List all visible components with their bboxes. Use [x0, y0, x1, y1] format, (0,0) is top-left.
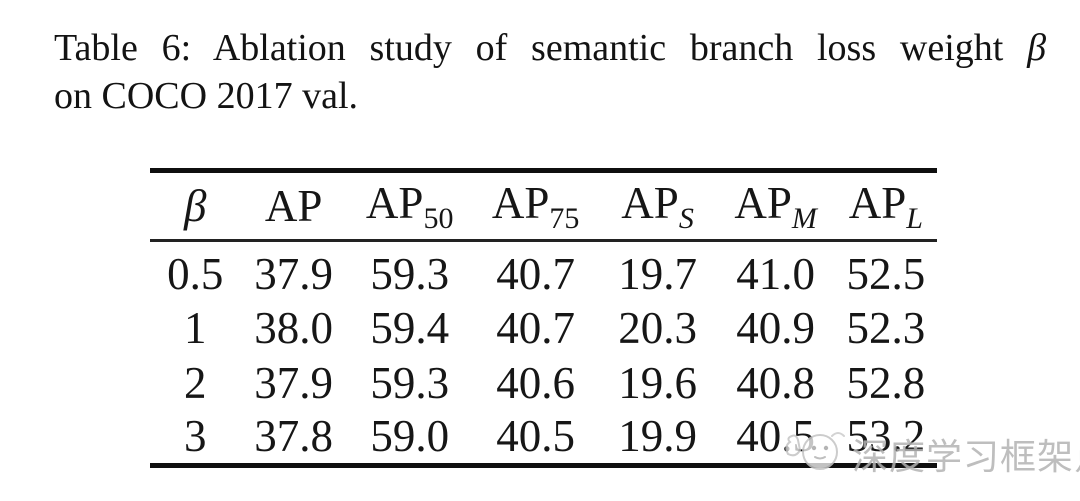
col-header-ap75: AP75	[472, 170, 599, 242]
cell-apm: 40.9	[736, 302, 815, 353]
cell-apm: 40.8	[736, 357, 815, 408]
col-header-beta: β	[150, 170, 241, 242]
col-header-aps: APS	[598, 170, 717, 242]
watermark-text: 深度学习框架点滴	[852, 436, 1080, 478]
table-row: 0.5 37.9 59.3 40.7 19.7 41.0 52.5	[150, 241, 937, 301]
table-row: 1 38.0 59.4 40.7 20.3 40.9 52.3	[150, 300, 937, 355]
cell-ap75: 40.7	[496, 249, 575, 299]
cell-aps: 19.7	[618, 249, 697, 299]
cell-apl: 53.2	[846, 411, 926, 462]
caption-beta-symbol: β	[1027, 27, 1047, 69]
cell-ap50: 59.0	[370, 411, 450, 462]
caption-line-1: Table 6: Ablation study of semantic bran…	[54, 24, 1046, 72]
wechat-watermark: 深度学习框架点滴	[782, 424, 1080, 483]
cell-beta: 3	[184, 411, 207, 462]
cell-ap50: 59.3	[370, 249, 450, 299]
cell-apl: 52.3	[846, 302, 926, 353]
cell-beta: 2	[184, 357, 207, 408]
cell-ap50: 59.3	[370, 357, 450, 408]
table-header-row: β AP AP50 AP75 APS APM APL	[150, 170, 937, 242]
mascot-icon	[782, 424, 850, 483]
caption-text: Table 6: Ablation study of semantic bran…	[54, 27, 1004, 69]
cell-aps: 19.9	[618, 411, 697, 462]
cell-ap: 37.9	[254, 249, 333, 299]
cell-apm: 40.5	[736, 411, 815, 462]
cell-ap50: 59.4	[370, 302, 450, 353]
cell-ap: 37.8	[254, 411, 333, 462]
ablation-results-table: β AP AP50 AP75 APS APM APL 0.5 37.9 59.3…	[150, 168, 937, 468]
col-header-ap50: AP50	[346, 170, 473, 242]
cell-apl: 52.5	[846, 249, 926, 299]
cell-beta: 0.5	[167, 249, 224, 299]
col-header-apl: APL	[834, 170, 937, 242]
cell-ap: 37.9	[254, 357, 333, 408]
cell-ap75: 40.5	[496, 411, 575, 462]
col-header-ap: AP	[240, 170, 347, 242]
table-caption: Table 6: Ablation study of semantic bran…	[54, 24, 1046, 120]
cell-ap75: 40.6	[496, 357, 575, 408]
cell-ap-best: 38.0	[254, 302, 333, 353]
cell-ap75: 40.7	[496, 302, 575, 353]
table-row: 3 37.8 59.0 40.5 19.9 40.5 53.2	[150, 410, 937, 465]
cell-apl: 52.8	[846, 357, 926, 408]
cell-apm: 41.0	[736, 249, 815, 299]
table-row: 2 37.9 59.3 40.6 19.6 40.8 52.8	[150, 355, 937, 410]
cell-aps: 20.3	[618, 302, 697, 353]
caption-line-2: on COCO 2017 val.	[54, 75, 358, 117]
col-header-apm: APM	[716, 170, 835, 242]
cell-aps: 19.6	[618, 357, 697, 408]
cell-beta: 1	[184, 302, 207, 353]
